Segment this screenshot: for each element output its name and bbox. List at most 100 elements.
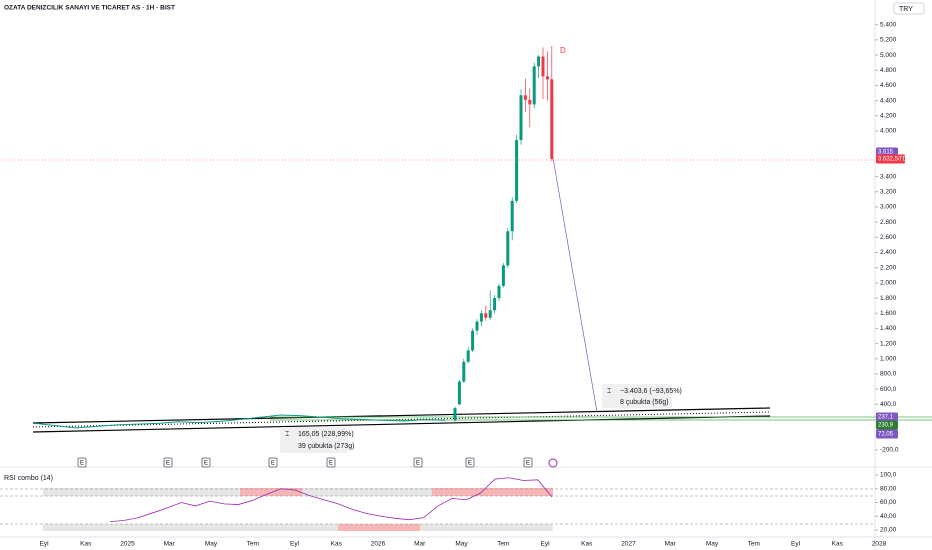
symbol-title: OZATA DENIZCILIK SANAYI VE TICARET AS · … bbox=[4, 5, 175, 12]
candle-body bbox=[471, 330, 475, 351]
x-tick-label: 2025 bbox=[120, 541, 135, 548]
event-label: E bbox=[166, 461, 170, 467]
rsi-oversold bbox=[338, 524, 420, 531]
candle-body bbox=[484, 313, 488, 318]
y-tick-label: 3.200 bbox=[880, 188, 897, 195]
x-tick-label: May bbox=[706, 541, 719, 548]
rsi-lower-band bbox=[43, 524, 553, 531]
y-tick-label: 80,00 bbox=[880, 485, 897, 492]
currency: TRY bbox=[899, 6, 913, 13]
y-tick-label: 2.800 bbox=[880, 219, 897, 226]
y-tick-label: 3.400 bbox=[880, 173, 897, 180]
event-marker[interactable] bbox=[326, 457, 336, 468]
candle-body bbox=[453, 408, 457, 421]
y-tick-label: 2.600 bbox=[880, 234, 897, 241]
price-badge-label: 237,1 bbox=[878, 415, 894, 421]
candle-body bbox=[493, 298, 497, 311]
y-tick-label: 1.200 bbox=[880, 340, 897, 347]
event-label: E bbox=[329, 461, 333, 467]
y-tick-label: 5.400 bbox=[880, 21, 897, 28]
x-tick-label: Eyl bbox=[540, 541, 550, 548]
price-badge bbox=[876, 429, 898, 439]
measure-text: −3.403,6 (−93,65%) bbox=[620, 388, 682, 395]
price-badge-label: 230,9 bbox=[878, 423, 894, 429]
measure-icon: ⌶ bbox=[285, 431, 289, 438]
x-tick-label: Tem bbox=[748, 541, 760, 548]
y-tick-label: 800,0 bbox=[880, 371, 897, 378]
price-badge-label: 3.615 bbox=[878, 150, 894, 156]
y-tick-label: 60,00 bbox=[880, 499, 897, 506]
x-tick-label: May bbox=[455, 541, 468, 548]
rsi-line bbox=[109, 477, 553, 523]
projection-line bbox=[552, 157, 598, 413]
x-tick-label: 2026 bbox=[371, 541, 386, 548]
candle-body bbox=[528, 99, 532, 105]
y-tick-label: 3.000 bbox=[880, 204, 897, 211]
measure-icon: ⌶ bbox=[607, 388, 611, 395]
x-tick-label: 2028 bbox=[872, 541, 887, 548]
candle-body bbox=[462, 361, 466, 382]
y-tick-label: 2.200 bbox=[880, 264, 897, 271]
x-tick-label: Kas bbox=[832, 541, 844, 548]
y-tick-label: 5.000 bbox=[880, 52, 897, 59]
candle-body bbox=[475, 321, 479, 331]
measure-text: 39 çubukta (273g) bbox=[298, 443, 354, 450]
candle-body bbox=[537, 56, 541, 67]
rsi-overbought bbox=[240, 488, 302, 496]
event-label: E bbox=[204, 461, 208, 467]
event-label: E bbox=[80, 461, 84, 467]
price-badge bbox=[876, 154, 898, 164]
candle-body bbox=[479, 313, 483, 322]
currency-box[interactable] bbox=[893, 2, 925, 15]
event-label: E bbox=[271, 461, 275, 467]
x-tick-label: May bbox=[205, 541, 218, 548]
dividend-marker: D bbox=[560, 46, 566, 55]
y-tick-label: 20,00 bbox=[880, 527, 897, 534]
price-line bbox=[34, 414, 446, 429]
split-marker[interactable] bbox=[548, 458, 558, 468]
trend-line bbox=[32, 415, 771, 433]
rsi-overbought bbox=[432, 488, 553, 496]
event-marker[interactable] bbox=[201, 457, 211, 468]
y-tick-label: 1.800 bbox=[880, 295, 897, 302]
x-tick-label: Mar bbox=[414, 541, 426, 548]
candle-body bbox=[541, 56, 545, 77]
candle-body bbox=[515, 140, 519, 201]
rsi-title: RSI combo (14) bbox=[4, 475, 53, 482]
event-marker[interactable] bbox=[465, 457, 475, 468]
candle-body bbox=[466, 350, 470, 362]
y-tick-label: 4.000 bbox=[880, 128, 897, 135]
candle-body bbox=[510, 200, 514, 232]
y-tick-label: 2.000 bbox=[880, 280, 897, 287]
price-badge bbox=[876, 412, 898, 422]
event-marker[interactable] bbox=[163, 457, 173, 468]
price-badge bbox=[876, 147, 898, 157]
y-tick-label: 1.400 bbox=[880, 325, 897, 332]
y-tick-label: 1.000 bbox=[880, 356, 897, 363]
y-tick-label: 400,0 bbox=[880, 401, 897, 408]
y-tick-label: 4.400 bbox=[880, 97, 897, 104]
event-marker[interactable] bbox=[413, 457, 423, 468]
price-badge bbox=[876, 420, 898, 430]
y-tick-label: 5.200 bbox=[880, 37, 897, 44]
event-marker[interactable] bbox=[268, 457, 278, 468]
candle-body bbox=[550, 79, 554, 159]
measure-box bbox=[602, 384, 672, 408]
candle-body bbox=[545, 76, 549, 80]
x-tick-label: Kas bbox=[80, 541, 92, 548]
y-tick-label: 40,00 bbox=[880, 513, 897, 520]
y-tick-label: 600,0 bbox=[880, 386, 897, 393]
event-marker[interactable] bbox=[77, 457, 87, 468]
candle-body bbox=[506, 231, 510, 266]
measure-box bbox=[280, 427, 348, 453]
x-tick-label: 2027 bbox=[621, 541, 636, 548]
y-tick-label: -200,0 bbox=[880, 447, 899, 454]
x-tick-label: Eyl bbox=[791, 541, 801, 548]
measure-text: 8 çubukta (56g) bbox=[620, 399, 669, 406]
candle-body bbox=[519, 95, 523, 141]
event-marker[interactable] bbox=[523, 457, 533, 468]
event-label: E bbox=[416, 461, 420, 467]
measure-text: 165,05 (228,99%) bbox=[298, 431, 354, 438]
x-tick-label: Eyl bbox=[39, 541, 49, 548]
